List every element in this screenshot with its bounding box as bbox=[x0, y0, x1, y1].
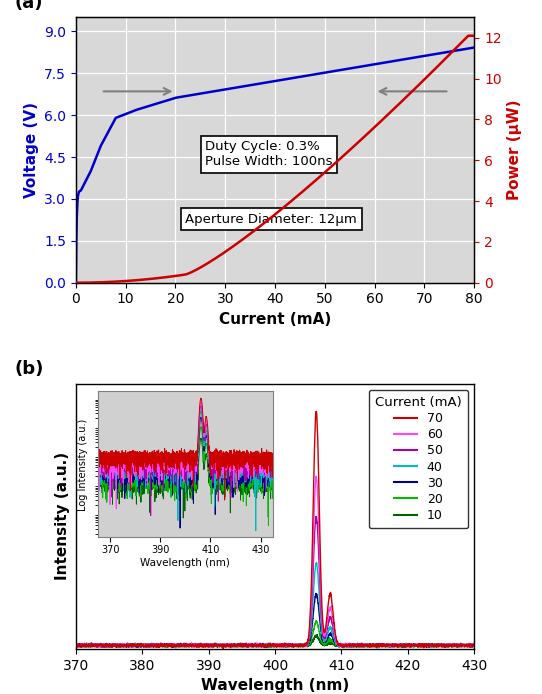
Text: Duty Cycle: 0.3%
Pulse Width: 100ns: Duty Cycle: 0.3% Pulse Width: 100ns bbox=[205, 140, 333, 168]
Y-axis label: Intensity (a.u.): Intensity (a.u.) bbox=[55, 452, 70, 580]
Text: (b): (b) bbox=[14, 360, 43, 378]
Text: Aperture Diameter: 12μm: Aperture Diameter: 12μm bbox=[185, 213, 357, 226]
Y-axis label: Power (μW): Power (μW) bbox=[507, 100, 522, 201]
Y-axis label: Voltage (V): Voltage (V) bbox=[24, 102, 38, 198]
X-axis label: Wavelength (nm): Wavelength (nm) bbox=[201, 678, 349, 693]
Legend: 70, 60, 50, 40, 30, 20, 10: 70, 60, 50, 40, 30, 20, 10 bbox=[369, 390, 468, 528]
Text: (a): (a) bbox=[14, 0, 43, 12]
X-axis label: Current (mA): Current (mA) bbox=[219, 312, 331, 327]
